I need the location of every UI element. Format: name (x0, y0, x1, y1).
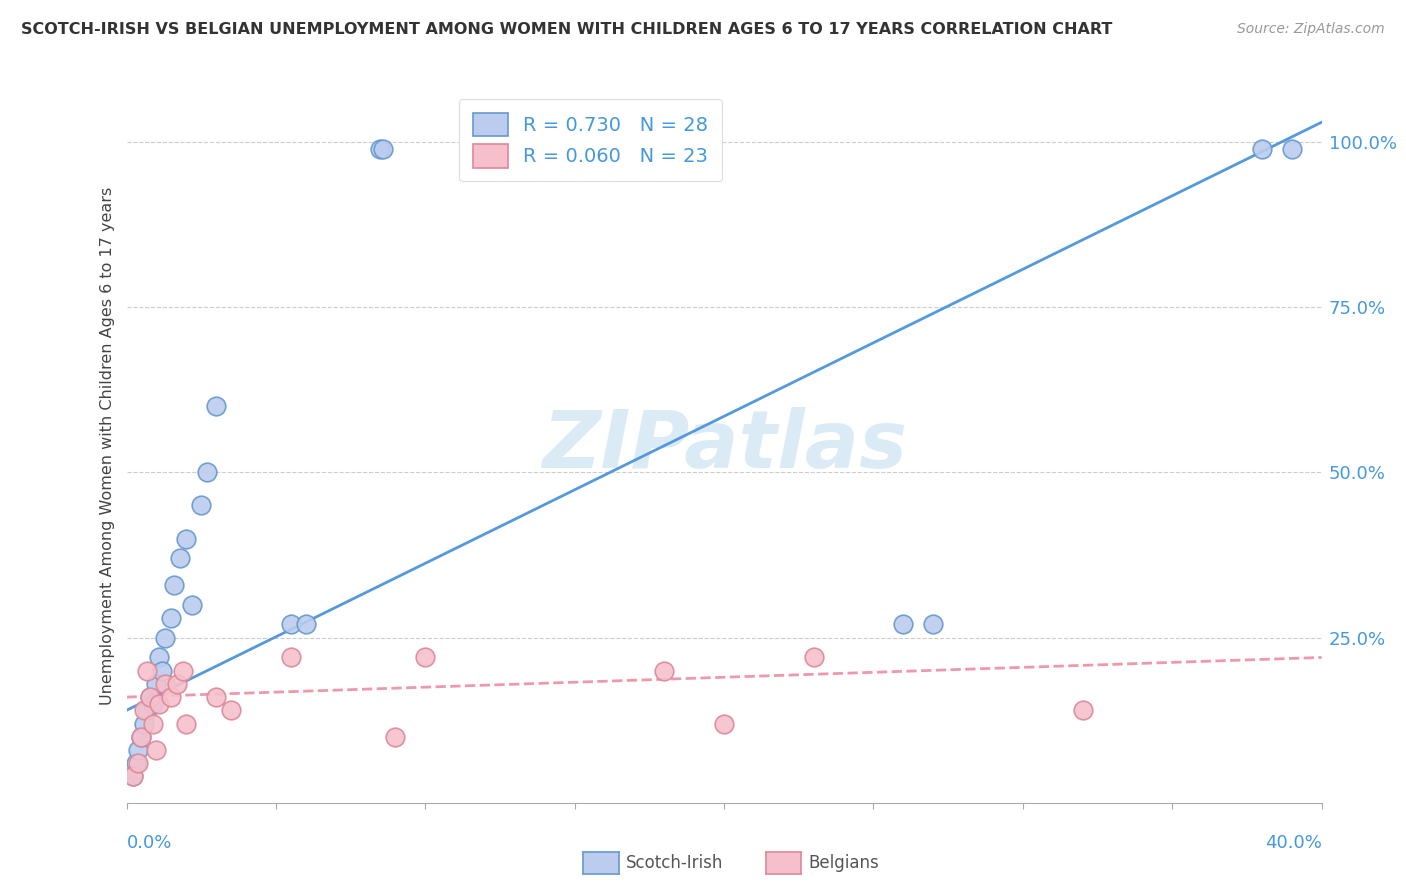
Text: 0.0%: 0.0% (127, 834, 172, 852)
Point (160, 611, 183, 625)
Point (145, 677, 167, 691)
Point (1281, 142, 1303, 156)
Point (160, 690, 183, 704)
Point (373, 142, 395, 156)
Y-axis label: Unemployment Among Women with Children Ages 6 to 17 years: Unemployment Among Women with Children A… (100, 187, 115, 705)
Point (139, 690, 162, 704)
Text: 40.0%: 40.0% (1265, 834, 1322, 852)
Point (148, 650, 170, 665)
Point (174, 532, 197, 546)
Point (174, 716, 197, 731)
Point (205, 400, 228, 414)
Point (155, 631, 177, 645)
Point (1251, 142, 1274, 156)
Point (134, 716, 156, 731)
Point (134, 703, 156, 717)
Text: Scotch-Irish: Scotch-Irish (626, 855, 723, 872)
Point (127, 756, 149, 771)
Text: Belgians: Belgians (808, 855, 879, 872)
Point (127, 743, 149, 757)
Point (145, 743, 167, 757)
Point (384, 730, 406, 744)
Point (195, 466, 218, 480)
Point (155, 677, 177, 691)
Point (922, 617, 945, 632)
Point (136, 703, 159, 717)
Point (131, 730, 153, 744)
Point (142, 697, 165, 711)
Text: SCOTCH-IRISH VS BELGIAN UNEMPLOYMENT AMONG WOMEN WITH CHILDREN AGES 6 TO 17 YEAR: SCOTCH-IRISH VS BELGIAN UNEMPLOYMENT AMO… (21, 22, 1112, 37)
Text: Source: ZipAtlas.com: Source: ZipAtlas.com (1237, 22, 1385, 37)
Point (652, 664, 675, 678)
Point (1071, 703, 1094, 717)
Point (139, 690, 162, 704)
Point (124, 756, 146, 771)
Point (280, 650, 302, 665)
Point (121, 769, 143, 783)
Point (181, 598, 204, 612)
Point (713, 716, 735, 731)
Point (169, 551, 191, 566)
Point (294, 617, 316, 632)
Point (280, 617, 302, 632)
Point (166, 677, 188, 691)
Legend: R = 0.730   N = 28, R = 0.060   N = 23: R = 0.730 N = 28, R = 0.060 N = 23 (458, 99, 721, 181)
Point (190, 499, 212, 513)
Point (803, 650, 825, 665)
Point (163, 578, 186, 592)
Point (205, 690, 228, 704)
Text: ZIPatlas: ZIPatlas (541, 407, 907, 485)
Point (172, 664, 194, 678)
Point (219, 703, 242, 717)
Point (131, 730, 153, 744)
Point (148, 697, 170, 711)
Point (121, 769, 143, 783)
Point (136, 664, 159, 678)
Point (370, 142, 392, 156)
Point (415, 650, 437, 665)
Point (152, 664, 174, 678)
Point (142, 716, 165, 731)
Point (893, 617, 915, 632)
